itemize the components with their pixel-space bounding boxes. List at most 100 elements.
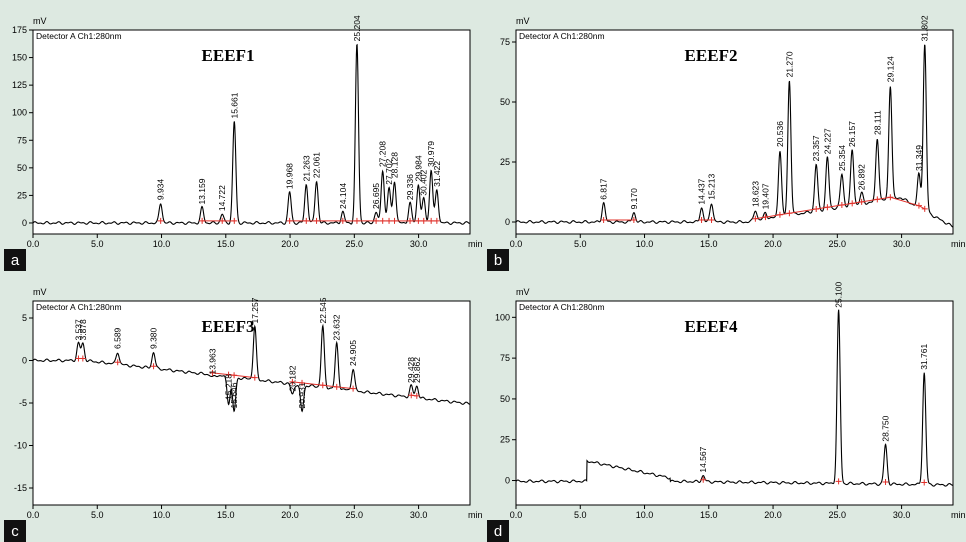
y-tick-label: 50	[500, 97, 510, 107]
peak-retention-label: 29.428	[406, 357, 416, 383]
peak-retention-label: 15.213	[707, 174, 717, 200]
y-tick-label: 5	[22, 313, 27, 323]
peak-retention-label: 30.402	[419, 169, 429, 195]
y-tick-label: -5	[19, 398, 27, 408]
peak-retention-label: 25.204	[352, 15, 362, 41]
peak-retention-label: 15.218	[224, 374, 234, 400]
peak-boundary-marker	[79, 355, 86, 362]
peak-boundary-marker	[824, 204, 831, 211]
detector-label: Detector A Ch1:280nm	[519, 302, 605, 312]
y-tick-label: 75	[500, 353, 510, 363]
peak-boundary-marker	[776, 211, 783, 218]
x-tick-label: 10.0	[153, 239, 171, 249]
peak-retention-label: 9.170	[629, 188, 639, 210]
y-axis-unit: mV	[516, 287, 530, 297]
peak-boundary-marker	[286, 217, 293, 224]
peak-boundary-marker	[157, 217, 164, 224]
integration-baseline-segment	[890, 196, 920, 207]
chromatogram-svg: 9.934 13.159 14.722 15.661 19.968 21.263 22.06…	[4, 15, 483, 271]
panel-letter: b	[494, 252, 502, 269]
y-tick-label: 0	[505, 217, 510, 227]
integration-baseline-segment	[301, 382, 323, 386]
peak-retention-label: 18.623	[750, 181, 760, 207]
peak-boundary-marker	[698, 216, 705, 223]
x-axis-unit: min	[951, 510, 966, 520]
peak-boundary-marker	[708, 216, 715, 223]
peak-retention-label: 24.227	[822, 128, 832, 154]
peak-boundary-marker	[386, 217, 393, 224]
peak-retention-label: 26.157	[847, 121, 857, 147]
chart-title: EEEF1	[202, 46, 255, 65]
y-tick-label: 0	[22, 218, 27, 228]
x-tick-label: 10.0	[153, 510, 171, 520]
peak-retention-label: 31.761	[919, 344, 929, 370]
y-tick-label: 100	[495, 312, 510, 322]
peak-boundary-marker	[289, 378, 296, 385]
peak-retention-label: 13.963	[207, 348, 217, 374]
peak-boundary-marker	[874, 196, 881, 203]
detector-label: Detector A Ch1:280nm	[36, 31, 122, 41]
peak-boundary-marker	[231, 372, 238, 379]
x-axis-unit: min	[468, 510, 483, 520]
x-tick-label: 15.0	[217, 239, 235, 249]
peak-boundary-marker	[752, 215, 759, 222]
peak-retention-label: 28.111	[872, 110, 882, 135]
y-axis-unit: mV	[516, 16, 530, 26]
peak-boundary-marker	[379, 217, 386, 224]
peak-boundary-marker	[373, 217, 380, 224]
chromatogram-svg: 14.567 25.100 28.750 31.761 0.0 5.0 10.0 15.0 20…	[487, 282, 966, 542]
integration-baseline-segment	[234, 374, 255, 379]
peak-boundary-marker	[251, 374, 258, 381]
plot-area	[32, 300, 471, 506]
peak-retention-label: 14.437	[697, 178, 707, 204]
peak-boundary-marker	[700, 476, 707, 483]
peak-boundary-marker	[209, 369, 216, 376]
y-tick-label: 25	[17, 190, 27, 200]
y-tick-label: 50	[500, 394, 510, 404]
peak-retention-label: 30.979	[426, 141, 436, 167]
peak-retention-label: 29.984	[413, 155, 423, 181]
peak-boundary-marker	[413, 392, 420, 399]
detector-label: Detector A Ch1:280nm	[519, 31, 605, 41]
peak-boundary-marker	[299, 379, 306, 386]
chromatogram-svg: 6.817 9.170 14.437 15.213 18.623 19.407 20.536…	[487, 15, 966, 271]
peak-boundary-marker	[219, 217, 226, 224]
peak-boundary-marker	[858, 198, 865, 205]
chromatogram-trace	[32, 323, 471, 413]
x-tick-label: 30.0	[893, 239, 911, 249]
peak-boundary-marker	[835, 478, 842, 485]
peak-retention-label: 23.357	[811, 135, 821, 161]
panel-letter: d	[494, 523, 502, 540]
panel-letter-box	[487, 249, 509, 271]
y-tick-label: -10	[14, 441, 27, 451]
peak-retention-label: 21.270	[784, 51, 794, 77]
chart-title: EEEF3	[202, 317, 255, 336]
y-tick-label: 25	[500, 435, 510, 445]
x-tick-label: 0.0	[510, 510, 523, 520]
peak-retention-label: 26.695	[371, 183, 381, 209]
x-tick-label: 30.0	[893, 510, 911, 520]
peak-boundary-marker	[813, 206, 820, 213]
x-tick-label: 5.0	[91, 239, 104, 249]
peak-boundary-marker	[407, 217, 414, 224]
x-tick-label: 0.0	[510, 239, 523, 249]
peak-boundary-marker	[786, 210, 793, 217]
peak-boundary-marker	[428, 217, 435, 224]
peak-boundary-marker	[887, 194, 894, 201]
plot-area	[515, 300, 954, 506]
peak-boundary-marker	[921, 479, 928, 486]
peak-boundary-marker	[849, 200, 856, 207]
y-axis-unit: mV	[33, 16, 47, 26]
peak-retention-label: 29.862	[412, 357, 422, 383]
peak-retention-label: 20.182	[287, 365, 297, 391]
peak-retention-label: 9.934	[156, 179, 166, 201]
x-tick-label: 5.0	[574, 239, 587, 249]
peak-retention-label: 6.589	[113, 327, 123, 349]
x-axis-unit: min	[468, 239, 483, 249]
peak-retention-label: 22.061	[312, 152, 322, 178]
y-tick-label: 75	[500, 37, 510, 47]
integration-baseline-segment	[918, 205, 925, 210]
peak-retention-label: 23.632	[332, 314, 342, 340]
x-tick-label: 20.0	[764, 510, 782, 520]
